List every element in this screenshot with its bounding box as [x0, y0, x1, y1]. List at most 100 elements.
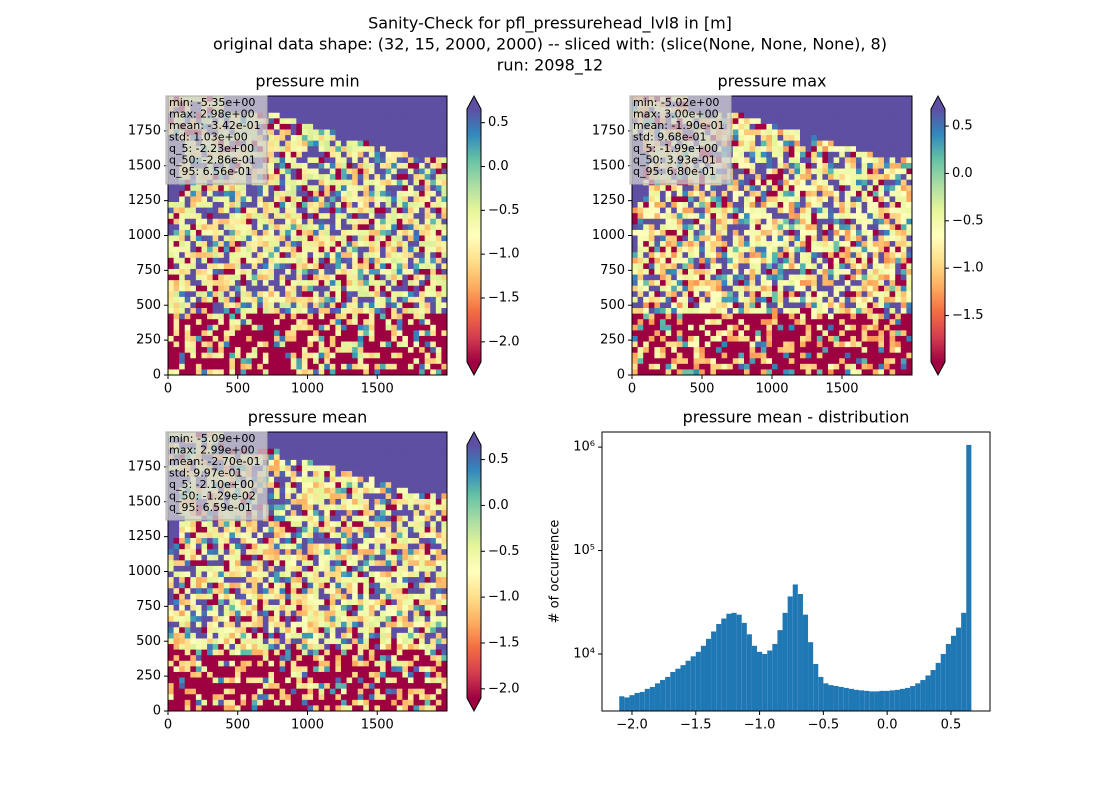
heatmap-cell [296, 235, 303, 242]
heatmap-cell [352, 296, 359, 303]
heatmap-cell [732, 196, 739, 203]
heatmap-cell [648, 347, 655, 354]
heatmap-cell [184, 241, 191, 248]
heatmap-cell [285, 112, 292, 119]
heatmap-cell [363, 202, 370, 208]
heatmap-cell [363, 218, 370, 225]
heatmap-cell [861, 174, 868, 181]
heatmap-cell [313, 341, 320, 348]
heatmap-cell [346, 235, 353, 242]
heatmap-cell [772, 280, 778, 287]
heatmap-cell [296, 296, 303, 303]
heatmap-cell [279, 185, 286, 192]
heatmap-cell [352, 352, 359, 359]
heatmap-cell [402, 335, 409, 342]
heatmap-cell [867, 313, 874, 320]
heatmap-cell [290, 224, 297, 231]
heatmap-cell [352, 319, 359, 326]
heatmap-cell [648, 296, 655, 303]
heatmap-cell [335, 207, 342, 214]
heatmap-cell [643, 280, 650, 287]
heatmap-cell [704, 335, 711, 342]
heatmap-cell [335, 118, 342, 125]
heatmap-cell [424, 129, 431, 136]
heatmap-cell [184, 235, 191, 242]
heatmap-cell [755, 252, 762, 259]
heatmap-cell [413, 101, 420, 108]
heatmap-cell [179, 302, 186, 309]
heatmap-cell [861, 291, 868, 298]
heatmap-cell [721, 358, 728, 365]
heatmap-cell [307, 224, 314, 231]
heatmap-cell [800, 324, 806, 331]
heatmap-cell [816, 341, 823, 348]
heatmap-cell [329, 202, 336, 208]
heatmap-cell [234, 341, 241, 348]
heatmap-cell [407, 324, 414, 331]
heatmap-cell [435, 291, 442, 298]
heatmap-cell [424, 218, 431, 225]
heatmap-cell [844, 235, 851, 242]
heatmap-cell [766, 352, 773, 359]
heatmap-cell [755, 196, 762, 203]
heatmap-cell [693, 235, 700, 242]
heatmap-cell [251, 257, 258, 264]
heatmap-cell [816, 274, 823, 281]
heatmap-cell [643, 363, 650, 370]
heatmap-cell [313, 235, 320, 242]
heatmap-cell [290, 330, 297, 337]
heatmap-cell [374, 257, 381, 264]
heatmap-cell [777, 107, 784, 114]
heatmap-cell [229, 347, 236, 354]
heatmap-cell [335, 268, 342, 275]
heatmap-cell [201, 369, 208, 376]
heatmap-cell [788, 157, 795, 164]
heatmap-cell [274, 135, 280, 142]
heatmap-cell [413, 319, 420, 326]
heatmap-cell [346, 313, 353, 320]
heatmap-cell [313, 319, 320, 326]
heatmap-cell [274, 280, 280, 287]
heatmap-cell [184, 308, 191, 315]
heatmap-cell [407, 241, 414, 248]
heatmap-cell [257, 185, 264, 192]
heatmap-cell [772, 162, 778, 169]
heatmap-cell [324, 190, 331, 197]
heatmap-cell [660, 369, 666, 376]
heatmap-cell [380, 140, 387, 147]
heatmap-cell [318, 285, 325, 292]
heatmap-cell [435, 196, 442, 203]
heatmap-cell [867, 229, 874, 236]
heatmap-cell [850, 118, 857, 125]
heatmap-cell [168, 246, 174, 253]
heatmap-cell [816, 168, 823, 175]
heatmap-cell [828, 347, 834, 354]
heatmap-cell [268, 107, 275, 114]
heatmap-cell [240, 302, 247, 309]
heatmap-cell [822, 369, 829, 376]
heatmap-cell [218, 324, 225, 331]
heatmap-cell [430, 107, 437, 114]
heatmap-cell [391, 252, 398, 259]
heatmap-cell [811, 263, 818, 270]
heatmap-cell [374, 291, 381, 298]
heatmap-cell [744, 174, 750, 181]
heatmap-cell [760, 196, 767, 203]
heatmap-cell [179, 246, 186, 253]
heatmap-cell [878, 179, 885, 186]
heatmap-cell [643, 235, 650, 242]
heatmap-cell [682, 196, 689, 203]
heatmap-cell [329, 252, 336, 259]
heatmap-cell [839, 308, 846, 315]
heatmap-cell [413, 135, 420, 142]
heatmap-cell [251, 274, 258, 281]
heatmap-cell [777, 263, 784, 270]
heatmap-cell [363, 319, 370, 326]
heatmap-cell [352, 252, 359, 259]
heatmap-cell [828, 162, 834, 169]
heatmap-cell [704, 313, 711, 320]
heatmap-cell [274, 162, 280, 169]
heatmap-cell [184, 274, 191, 281]
heatmap-cell [268, 296, 275, 303]
heatmap-cell [301, 207, 308, 214]
